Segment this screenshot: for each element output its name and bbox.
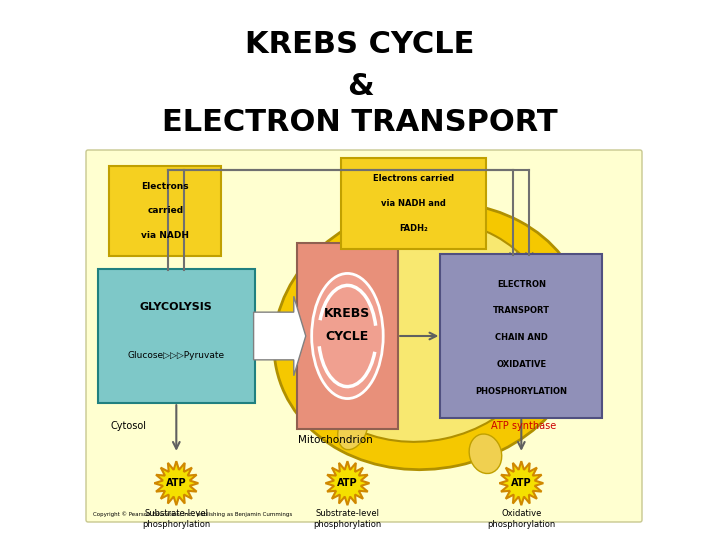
Text: ATP synthase: ATP synthase [491, 421, 557, 430]
Ellipse shape [469, 434, 502, 474]
Ellipse shape [562, 363, 585, 397]
Ellipse shape [338, 406, 368, 450]
FancyBboxPatch shape [441, 254, 603, 418]
Ellipse shape [543, 300, 572, 335]
Text: Substrate-level
phosphorylation: Substrate-level phosphorylation [142, 509, 210, 529]
Text: &: & [347, 72, 373, 101]
Text: CYCLE: CYCLE [326, 329, 369, 342]
Text: via NADH and: via NADH and [382, 199, 446, 208]
Text: Copyright © Pearson Education, Inc., publishing as Benjamin Cummings: Copyright © Pearson Education, Inc., pub… [93, 511, 292, 517]
Text: Electrons carried: Electrons carried [373, 174, 454, 183]
Text: ATP: ATP [166, 478, 186, 488]
Text: ELECTRON TRANSPORT: ELECTRON TRANSPORT [162, 108, 558, 137]
Text: via NADH: via NADH [141, 231, 189, 240]
Polygon shape [154, 461, 198, 505]
Text: PHOSPHORYLATION: PHOSPHORYLATION [475, 387, 567, 396]
Text: ELECTRON: ELECTRON [497, 280, 546, 289]
Text: KREBS CYCLE: KREBS CYCLE [246, 30, 474, 59]
FancyBboxPatch shape [297, 243, 398, 429]
Text: KREBS: KREBS [324, 307, 371, 320]
Text: ATP: ATP [337, 478, 358, 488]
Text: Oxidative
phosphorylation: Oxidative phosphorylation [487, 509, 555, 529]
Text: Mitochondrion: Mitochondrion [298, 435, 372, 445]
FancyBboxPatch shape [98, 269, 255, 403]
Text: Substrate-level
phosphorylation: Substrate-level phosphorylation [313, 509, 382, 529]
Ellipse shape [274, 202, 587, 470]
Ellipse shape [294, 220, 551, 442]
FancyBboxPatch shape [109, 166, 222, 256]
Text: Cytosol: Cytosol [110, 421, 146, 430]
FancyArrow shape [253, 296, 306, 376]
Text: FADH₂: FADH₂ [400, 224, 428, 233]
Polygon shape [325, 461, 369, 505]
Text: OXIDATIVE: OXIDATIVE [496, 360, 546, 369]
FancyBboxPatch shape [86, 150, 642, 522]
Polygon shape [500, 461, 544, 505]
Text: Electrons: Electrons [141, 181, 189, 191]
Text: GLYCOLYSIS: GLYCOLYSIS [140, 302, 212, 312]
Text: Glucose▷▷▷Pyruvate: Glucose▷▷▷Pyruvate [127, 352, 225, 360]
Text: CHAIN AND: CHAIN AND [495, 333, 548, 342]
FancyBboxPatch shape [341, 158, 487, 249]
Text: TRANSPORT: TRANSPORT [492, 306, 550, 315]
Text: carried: carried [147, 206, 184, 215]
Ellipse shape [312, 273, 383, 399]
Text: ATP: ATP [511, 478, 531, 488]
